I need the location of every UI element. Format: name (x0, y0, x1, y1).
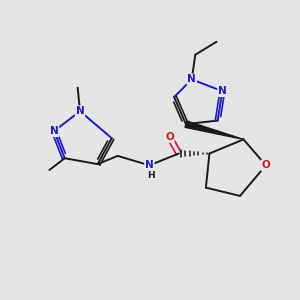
Text: N: N (218, 86, 227, 96)
Text: H: H (147, 171, 154, 180)
Text: O: O (262, 160, 270, 170)
Text: N: N (76, 106, 84, 116)
Polygon shape (185, 121, 244, 140)
Text: N: N (145, 160, 154, 170)
Text: N: N (50, 126, 58, 136)
Text: N: N (188, 74, 196, 84)
Text: O: O (165, 132, 174, 142)
